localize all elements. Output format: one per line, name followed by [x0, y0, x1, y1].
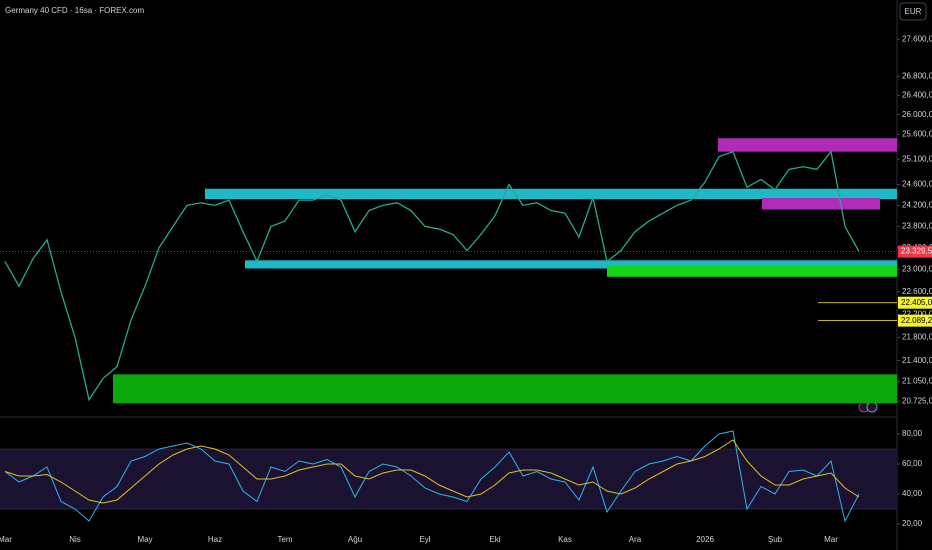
zone — [205, 188, 897, 200]
price-line — [4, 150, 860, 402]
zone — [607, 265, 897, 277]
y-tick-label: 26.400,0 — [902, 90, 932, 99]
chart-title: Germany 40 CFD · 16sa · FOREX.com — [5, 6, 144, 15]
x-tick-label: Ağu — [348, 535, 362, 544]
currency-button[interactable] — [899, 2, 927, 21]
x-tick-label: Haz — [208, 535, 222, 544]
y-tick-label: 25.600,0 — [902, 129, 932, 138]
level-label: 22.405,0 — [901, 298, 932, 307]
zone — [245, 260, 897, 269]
y-tick-label: 20,00 — [902, 519, 923, 528]
x-tick-label: May — [137, 535, 152, 544]
x-tick-label: Kas — [558, 535, 572, 544]
y-tick-label: 60,00 — [902, 459, 923, 468]
zone — [762, 198, 880, 210]
x-tick-label: Tem — [277, 535, 292, 544]
y-tick-label: 21.800,0 — [902, 332, 932, 341]
y-tick-label: 26.000,0 — [902, 110, 932, 119]
x-tick-label: Nis — [69, 535, 81, 544]
x-tick-label: Eyl — [419, 535, 430, 544]
x-tick-label: Eki — [489, 535, 500, 544]
zone — [113, 374, 897, 404]
x-tick-label: Ara — [629, 535, 642, 544]
y-tick-label: 27.600,0 — [902, 34, 932, 43]
y-tick-label: 24.200,0 — [902, 200, 932, 209]
level-tag — [898, 314, 932, 327]
zone — [718, 138, 897, 152]
level-tag — [898, 296, 932, 309]
y-tick-label: 22.200,0 — [902, 309, 932, 318]
y-tick-label: 21.050,0 — [902, 377, 932, 386]
rsi-band — [0, 448, 897, 509]
currency-label[interactable]: EUR — [905, 7, 922, 16]
x-tick-label: Mar — [824, 535, 838, 544]
y-tick-label: 22.600,0 — [902, 287, 932, 296]
last-price-label: 23.329,5 — [901, 247, 932, 256]
x-tick-label: Mar — [0, 535, 12, 544]
x-tick-label: 2026 — [696, 535, 714, 544]
y-tick-label: 21.400,0 — [902, 356, 932, 365]
y-tick-label: 80,00 — [902, 429, 923, 438]
y-tick-label: 25.100,0 — [902, 154, 932, 163]
last-price-tag — [898, 245, 932, 258]
y-tick-label: 20.725,0 — [902, 396, 932, 405]
y-tick-label: 23.000,0 — [902, 265, 932, 274]
level-label: 22.089,2 — [901, 316, 932, 325]
rsi-line — [4, 430, 860, 523]
y-tick-label: 26.800,0 — [902, 71, 932, 80]
y-tick-label: 24.600,0 — [902, 180, 932, 189]
y-tick-label: 40,00 — [902, 489, 923, 498]
event-icon[interactable] — [866, 401, 878, 413]
rsi-ma-line — [4, 439, 860, 504]
y-tick-label: 23.800,0 — [902, 222, 932, 231]
x-tick-label: Şub — [768, 535, 783, 544]
